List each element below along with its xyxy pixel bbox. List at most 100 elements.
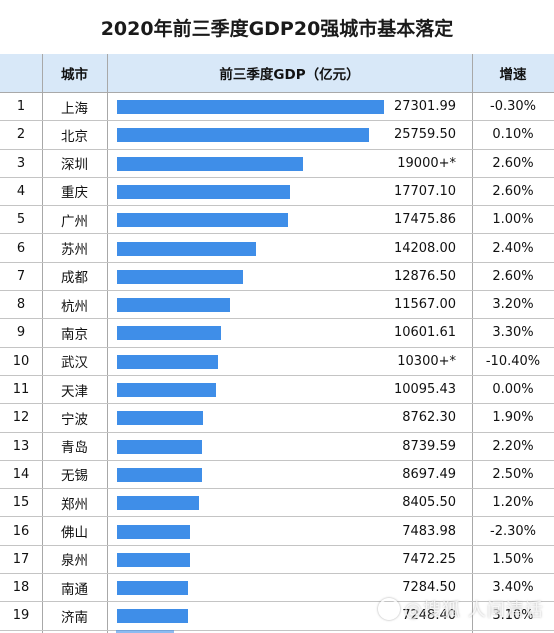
watermark: @搜狐 人间清话 [378, 596, 544, 622]
watermark-logo-icon [378, 598, 400, 620]
rank-cell: 7 [16, 268, 26, 284]
page-title: 2020年前三季度GDP20强城市基本落定 [0, 0, 554, 55]
gdp-bar [117, 439, 203, 454]
gdp-value: 8697.49 [402, 466, 456, 482]
gdp-bar [117, 100, 384, 114]
rank-cell: 17 [12, 551, 30, 567]
growth-cell: 2.60% [492, 268, 534, 284]
rank-cell: 4 [16, 183, 26, 199]
rank-cell: 2 [16, 127, 26, 143]
partial-row [0, 628, 554, 633]
column-divider [472, 54, 473, 633]
gdp-bar [117, 156, 303, 171]
column-divider [107, 54, 108, 633]
table-row: 2 北京 25759.50 0.10% [0, 121, 554, 150]
gdp-bar [117, 496, 200, 511]
gdp-value: 7472.25 [402, 551, 456, 567]
table-row: 6 苏州 14208.00 2.40% [0, 235, 554, 263]
rank-cell: 8 [16, 297, 26, 313]
growth-cell: -10.40% [485, 353, 541, 369]
gdp-value: 27301.99 [393, 99, 456, 114]
gdp-value: 8739.59 [402, 438, 456, 454]
rank-cell: 13 [12, 438, 30, 454]
rank-cell: 14 [12, 466, 30, 482]
city-cell: 杭州 [61, 298, 88, 315]
gdp-bar [117, 213, 288, 228]
table-row: 1 上海 27301.99 -0.30% [0, 93, 554, 122]
gdp-value: 7248.40 [402, 608, 456, 624]
city-cell: 苏州 [61, 242, 88, 258]
city-cell: 深圳 [61, 157, 88, 174]
city-cell: 郑州 [61, 496, 88, 513]
gdp-value: 19000+* [397, 155, 456, 171]
city-cell: 无锡 [61, 468, 88, 485]
growth-cell: -2.30% [490, 523, 536, 539]
growth-cell: 0.10% [492, 127, 534, 143]
gdp-bar [117, 467, 203, 482]
gdp-bar [117, 326, 221, 341]
gdp-value: 17475.86 [393, 212, 456, 228]
city-cell: 宁波 [61, 411, 88, 428]
column-divider [42, 54, 43, 633]
gdp-value: 8762.30 [402, 410, 456, 426]
city-cell: 泉州 [61, 553, 88, 570]
growth-cell: 3.40% [492, 580, 534, 596]
gdp-value: 7284.50 [402, 580, 456, 596]
growth-cell: 2.40% [492, 240, 534, 256]
growth-cell: 1.50% [492, 551, 534, 567]
rank-cell: 15 [12, 495, 30, 511]
growth-cell: 3.30% [492, 325, 534, 341]
table-row: 17 泉州 7472.25 1.50% [0, 546, 554, 575]
table-row: 13 青岛 8739.59 2.20% [0, 433, 554, 461]
growth-cell: 2.50% [492, 466, 534, 482]
gdp-value: 10300+* [397, 353, 456, 369]
city-cell: 北京 [61, 128, 88, 145]
city-cell: 南通 [61, 581, 88, 598]
header-gdp: 前三季度GDP（亿元） [219, 67, 360, 83]
table-row: 14 无锡 8697.49 2.50% [0, 461, 554, 490]
gdp-bar [117, 128, 369, 143]
gdp-bar [117, 411, 203, 426]
rank-cell: 3 [16, 155, 26, 171]
city-cell: 天津 [61, 383, 88, 400]
city-cell: 上海 [61, 100, 88, 117]
gdp-value: 17707.10 [393, 183, 456, 199]
rank-cell: 10 [12, 353, 30, 369]
gdp-bar [117, 269, 243, 284]
rank-cell: 12 [12, 410, 30, 426]
table-row: 8 杭州 11567.00 3.20% [0, 291, 554, 320]
gdp-value: 25759.50 [393, 127, 456, 143]
growth-cell: 2.60% [492, 155, 534, 171]
city-cell: 重庆 [61, 185, 88, 202]
city-cell: 武汉 [61, 355, 88, 372]
city-cell: 广州 [61, 213, 88, 230]
watermark-text: @搜狐 人间清话 [404, 600, 544, 621]
header-growth: 增速 [499, 67, 527, 83]
growth-cell: 2.20% [492, 438, 534, 454]
gdp-bar [117, 609, 188, 624]
table-row: 16 佛山 7483.98 -2.30% [0, 518, 554, 546]
table-row: 4 重庆 17707.10 2.60% [0, 178, 554, 207]
rank-cell: 1 [16, 99, 26, 114]
gdp-bar [117, 552, 191, 567]
growth-cell: 1.00% [492, 212, 534, 228]
growth-cell: 1.20% [492, 495, 534, 511]
gdp-value: 10601.61 [393, 325, 456, 341]
header-rank [0, 54, 42, 92]
gdp-bar [117, 354, 218, 369]
city-cell: 济南 [61, 609, 88, 626]
table-row: 5 广州 17475.86 1.00% [0, 206, 554, 235]
table-row: 10 武汉 10300+* -10.40% [0, 348, 554, 376]
table-row: 11 天津 10095.43 0.00% [0, 376, 554, 405]
city-cell: 成都 [61, 270, 88, 287]
table-row: 3 深圳 19000+* 2.60% [0, 150, 554, 178]
rank-cell: 16 [12, 523, 30, 539]
table-row: 15 郑州 8405.50 1.20% [0, 489, 554, 518]
table-row: 7 成都 12876.50 2.60% [0, 263, 554, 292]
gdp-value: 14208.00 [393, 240, 456, 256]
table-row: 18 南通 7284.50 3.40% [0, 574, 554, 603]
growth-cell: 3.20% [492, 297, 534, 313]
table-row: 19 济南 7248.40 3.10% [0, 602, 554, 631]
gdp-value: 12876.50 [393, 268, 456, 284]
gdp-value: 11567.00 [393, 297, 456, 313]
